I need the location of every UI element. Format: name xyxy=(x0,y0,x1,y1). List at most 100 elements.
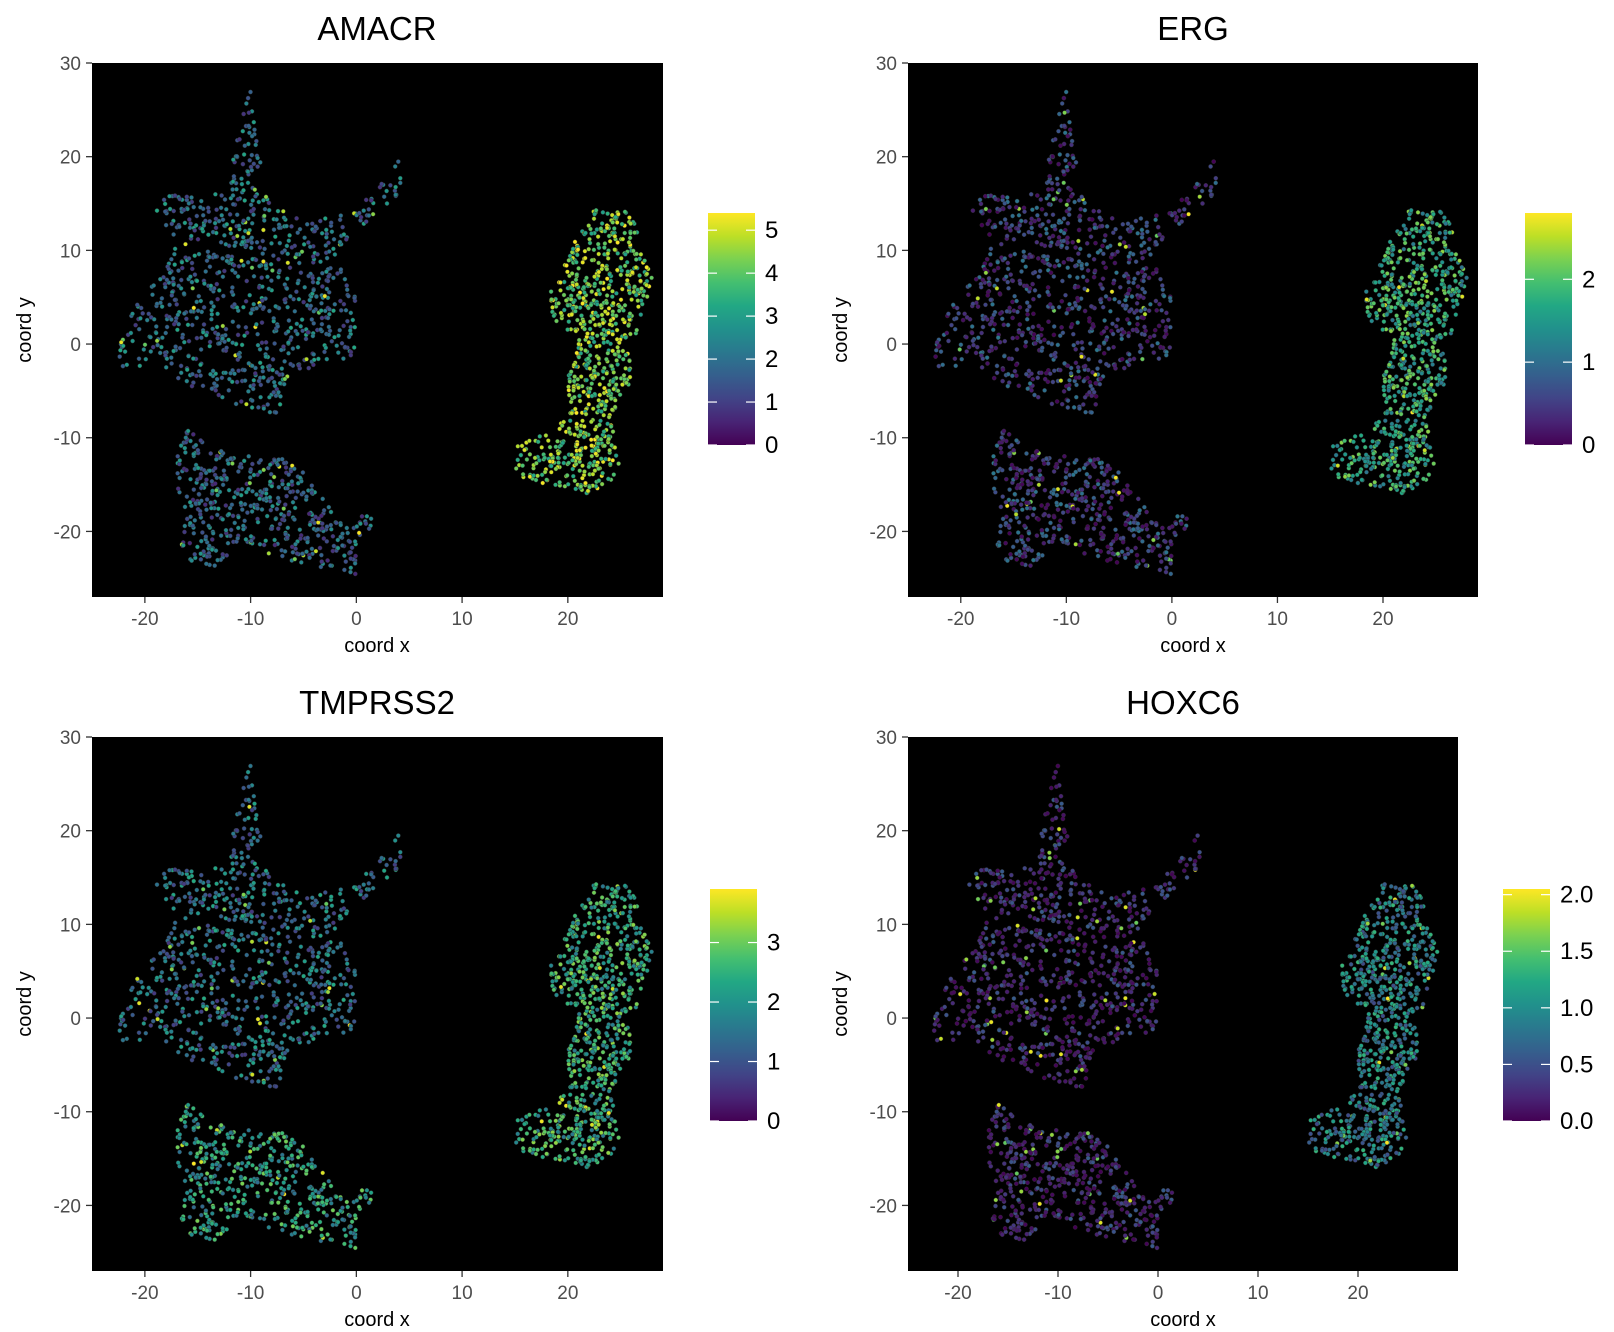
data-point xyxy=(284,535,290,540)
data-point xyxy=(220,517,225,522)
data-point xyxy=(601,429,607,434)
data-point xyxy=(301,973,306,979)
data-point xyxy=(1100,286,1105,291)
data-point xyxy=(178,960,184,965)
data-point xyxy=(1387,394,1392,400)
data-point xyxy=(1071,405,1077,410)
panel-title: ERG xyxy=(1157,10,1229,47)
data-point xyxy=(287,233,292,238)
data-point xyxy=(1056,523,1062,529)
data-point xyxy=(1441,323,1446,328)
data-point xyxy=(1362,459,1368,464)
data-point xyxy=(240,523,246,529)
data-point xyxy=(1012,368,1018,374)
data-point xyxy=(189,266,195,272)
data-point xyxy=(175,453,180,459)
data-point xyxy=(1029,225,1034,231)
data-point xyxy=(583,411,589,417)
data-point xyxy=(983,193,988,199)
data-point xyxy=(336,333,341,339)
data-point xyxy=(186,1012,192,1018)
data-point xyxy=(179,265,185,271)
data-point xyxy=(562,307,567,313)
data-point xyxy=(1163,556,1169,561)
data-point xyxy=(204,497,210,502)
colorbar-tick-label: 2 xyxy=(1582,266,1595,293)
data-point xyxy=(1003,274,1009,280)
data-point xyxy=(319,552,324,558)
data-point xyxy=(244,401,249,407)
data-point xyxy=(1019,332,1025,338)
data-point xyxy=(164,324,170,330)
data-point xyxy=(1010,373,1015,379)
data-point xyxy=(212,220,218,226)
data-point xyxy=(1392,295,1397,300)
data-point xyxy=(1135,525,1141,531)
data-point xyxy=(633,257,639,262)
data-point xyxy=(1051,536,1056,541)
data-point xyxy=(1010,335,1016,341)
data-point xyxy=(1395,463,1400,469)
data-point xyxy=(266,960,272,966)
data-point xyxy=(235,274,241,279)
data-point xyxy=(290,499,296,505)
data-point xyxy=(192,927,197,933)
data-point xyxy=(197,475,203,481)
data-point xyxy=(1057,458,1063,464)
data-point xyxy=(187,540,193,546)
data-point xyxy=(151,316,157,322)
data-point xyxy=(272,383,278,389)
data-point xyxy=(614,290,619,296)
data-point xyxy=(238,500,244,506)
data-point xyxy=(1393,484,1399,489)
data-point xyxy=(995,335,1001,340)
data-point xyxy=(261,259,266,264)
data-point xyxy=(211,381,217,386)
data-point xyxy=(1034,239,1040,245)
data-point xyxy=(1072,263,1078,269)
data-point xyxy=(1000,316,1005,322)
data-point xyxy=(331,275,336,281)
data-point xyxy=(1058,198,1063,203)
data-point xyxy=(228,230,234,236)
data-point xyxy=(979,365,985,370)
data-point xyxy=(1085,375,1090,381)
data-point xyxy=(1000,516,1006,522)
data-point xyxy=(208,451,213,456)
data-point xyxy=(231,173,237,179)
data-point xyxy=(254,812,259,818)
data-point xyxy=(323,243,329,248)
data-point xyxy=(1384,369,1389,375)
data-point xyxy=(1426,300,1431,306)
data-point xyxy=(625,269,631,274)
colorbar-tick-label: 2 xyxy=(765,346,778,373)
data-point xyxy=(1142,332,1147,338)
data-point xyxy=(1098,297,1103,303)
data-point xyxy=(638,278,643,284)
data-point xyxy=(1087,227,1092,232)
data-point xyxy=(1062,453,1067,459)
x-tick-label: 20 xyxy=(1372,609,1393,630)
data-point xyxy=(986,276,992,281)
data-point xyxy=(556,451,561,456)
data-point xyxy=(1013,475,1019,481)
data-point xyxy=(593,451,599,457)
data-point xyxy=(997,339,1003,345)
data-point xyxy=(1400,331,1405,336)
data-point xyxy=(613,313,619,319)
data-point xyxy=(1404,443,1409,448)
data-point xyxy=(286,238,292,243)
data-point xyxy=(1020,258,1026,264)
data-point xyxy=(379,181,384,187)
data-point xyxy=(1164,565,1169,571)
data-point xyxy=(255,519,261,525)
data-point xyxy=(236,223,242,229)
data-point xyxy=(1358,469,1363,475)
data-point xyxy=(1342,474,1348,480)
data-point xyxy=(1045,502,1050,508)
data-point xyxy=(636,304,641,310)
data-point xyxy=(277,914,283,920)
data-point xyxy=(215,557,220,563)
data-point xyxy=(304,896,310,901)
data-point xyxy=(622,263,628,269)
